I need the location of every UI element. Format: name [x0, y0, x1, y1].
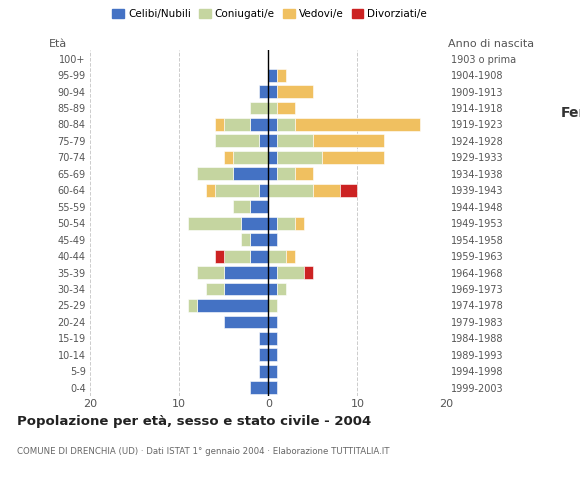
Bar: [224, 283, 268, 296]
Bar: [251, 381, 268, 394]
Bar: [215, 134, 259, 147]
Bar: [277, 134, 313, 147]
Bar: [277, 69, 286, 82]
Bar: [268, 233, 277, 246]
Text: Anno di nascita: Anno di nascita: [448, 39, 535, 48]
Bar: [286, 250, 295, 263]
Bar: [206, 184, 215, 197]
Bar: [268, 315, 277, 328]
Bar: [259, 85, 268, 98]
Bar: [277, 168, 295, 180]
Bar: [277, 283, 286, 296]
Bar: [224, 151, 233, 164]
Bar: [313, 184, 340, 197]
Bar: [268, 118, 277, 131]
Bar: [277, 102, 295, 114]
Bar: [277, 118, 295, 131]
Legend: Celibi/Nubili, Coniugati/e, Vedovi/e, Divorziati/e: Celibi/Nubili, Coniugati/e, Vedovi/e, Di…: [108, 5, 432, 24]
Bar: [233, 151, 268, 164]
Bar: [251, 102, 268, 114]
Bar: [241, 217, 268, 229]
Bar: [268, 69, 277, 82]
Bar: [295, 217, 304, 229]
Bar: [268, 381, 277, 394]
Bar: [268, 151, 277, 164]
Text: Età: Età: [49, 39, 67, 48]
Bar: [268, 184, 313, 197]
Bar: [268, 365, 277, 378]
Bar: [295, 118, 420, 131]
Bar: [241, 233, 251, 246]
Bar: [224, 266, 268, 279]
Bar: [268, 299, 277, 312]
Bar: [268, 332, 277, 345]
Bar: [259, 332, 268, 345]
Bar: [259, 184, 268, 197]
Bar: [295, 168, 313, 180]
Bar: [268, 85, 277, 98]
Bar: [188, 217, 241, 229]
Bar: [206, 283, 224, 296]
Bar: [224, 118, 251, 131]
Bar: [313, 134, 384, 147]
Bar: [277, 266, 304, 279]
Bar: [251, 118, 268, 131]
Bar: [215, 184, 259, 197]
Bar: [277, 217, 295, 229]
Bar: [268, 217, 277, 229]
Bar: [268, 266, 277, 279]
Bar: [259, 134, 268, 147]
Bar: [197, 168, 233, 180]
Bar: [340, 184, 357, 197]
Bar: [259, 365, 268, 378]
Bar: [233, 200, 251, 213]
Text: Femmine: Femmine: [561, 106, 580, 120]
Bar: [215, 250, 224, 263]
Bar: [224, 315, 268, 328]
Bar: [188, 299, 197, 312]
Bar: [268, 250, 286, 263]
Bar: [197, 266, 224, 279]
Bar: [268, 134, 277, 147]
Bar: [277, 85, 313, 98]
Bar: [277, 151, 322, 164]
Bar: [268, 348, 277, 361]
Bar: [215, 118, 224, 131]
Bar: [224, 250, 251, 263]
Bar: [251, 250, 268, 263]
Bar: [268, 102, 277, 114]
Bar: [268, 168, 277, 180]
Bar: [197, 299, 268, 312]
Text: COMUNE DI DRENCHIA (UD) · Dati ISTAT 1° gennaio 2004 · Elaborazione TUTTITALIA.I: COMUNE DI DRENCHIA (UD) · Dati ISTAT 1° …: [17, 447, 390, 456]
Bar: [233, 168, 268, 180]
Bar: [259, 348, 268, 361]
Bar: [268, 283, 277, 296]
Bar: [251, 233, 268, 246]
Bar: [304, 266, 313, 279]
Bar: [322, 151, 384, 164]
Bar: [251, 200, 268, 213]
Text: Popolazione per età, sesso e stato civile - 2004: Popolazione per età, sesso e stato civil…: [17, 415, 372, 428]
